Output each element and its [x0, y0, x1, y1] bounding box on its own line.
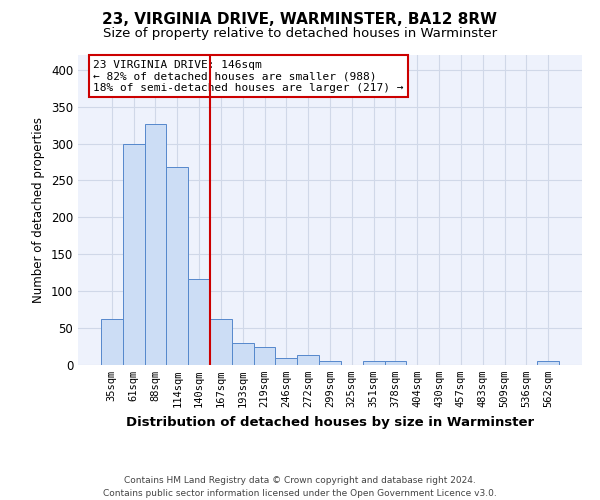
Bar: [166, 167, 188, 365]
Text: Size of property relative to detached houses in Warminster: Size of property relative to detached ho…: [103, 28, 497, 40]
Text: Contains HM Land Registry data © Crown copyright and database right 2024.
Contai: Contains HM Land Registry data © Crown c…: [103, 476, 497, 498]
Bar: [275, 358, 297, 365]
Bar: [123, 144, 145, 365]
Bar: [385, 362, 406, 365]
Bar: [254, 346, 275, 365]
Bar: [297, 356, 319, 365]
Bar: [210, 318, 232, 365]
Bar: [537, 362, 559, 365]
Bar: [101, 318, 123, 365]
Bar: [319, 362, 341, 365]
Y-axis label: Number of detached properties: Number of detached properties: [32, 117, 46, 303]
Bar: [145, 124, 166, 365]
Bar: [188, 278, 210, 365]
Text: 23, VIRGINIA DRIVE, WARMINSTER, BA12 8RW: 23, VIRGINIA DRIVE, WARMINSTER, BA12 8RW: [103, 12, 497, 28]
X-axis label: Distribution of detached houses by size in Warminster: Distribution of detached houses by size …: [126, 416, 534, 428]
Bar: [232, 343, 254, 365]
Text: 23 VIRGINIA DRIVE: 146sqm
← 82% of detached houses are smaller (988)
18% of semi: 23 VIRGINIA DRIVE: 146sqm ← 82% of detac…: [93, 60, 404, 93]
Bar: [363, 362, 385, 365]
